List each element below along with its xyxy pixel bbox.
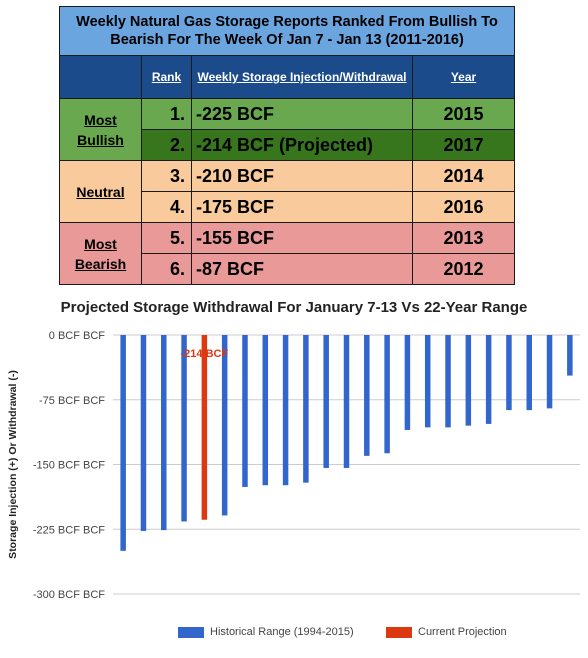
group-most-bullish: Most Bullish [59,98,142,161]
rank-cell: 2. [141,129,192,161]
bar [221,335,228,516]
rank-cell: 3. [141,160,192,192]
y-tick-label: 0 BCF BCF [49,330,106,342]
bar-chart: 0 BCF BCF -75 BCF BCF -150 BCF BCF -225 BCF… [7,330,580,601]
header-blank [59,55,142,99]
group-neutral: Neutral [59,160,142,223]
bar [526,335,532,411]
rank-cell: 1. [141,98,192,130]
year-cell: 2016 [411,191,516,223]
bar [140,335,147,531]
y-tick-label: -150 BCF BCF [33,460,105,472]
legend-item-historical[interactable]: Historical Range (1994-2015) [178,626,354,638]
bar [120,335,126,551]
table-title: Weekly Natural Gas Storage Reports Ranke… [58,6,516,56]
bar [567,335,573,376]
bar [465,335,472,426]
bar [546,335,553,409]
storage-cell: -155 BCF [191,222,413,254]
bar [282,335,289,486]
storage-cell: -87 BCF [191,253,413,285]
bar [445,335,451,428]
bar [242,335,248,487]
bar [506,335,512,411]
storage-cell: -210 BCF [191,160,413,192]
legend-swatch [178,626,204,638]
bar [485,335,492,424]
bar [323,335,329,468]
legend-label: Historical Range (1994-2015) [210,626,354,638]
storage-cell: -214 BCF (Projected) [191,129,413,161]
header-storage: Weekly Storage Injection/Withdrawal [191,55,413,99]
legend-item-projection[interactable]: Current Projection [386,626,507,638]
y-tick-label: -300 BCF BCF [33,589,105,601]
bar [262,335,269,486]
rank-cell: 6. [141,253,192,285]
bar [404,335,411,430]
chart-title: Projected Storage Withdrawal For January… [60,299,528,316]
bar [201,335,208,520]
y-tick-label: -75 BCF BCF [39,395,105,407]
ranking-table: Weekly Natural Gas Storage Reports Ranke… [58,6,516,285]
header-rank: Rank [141,55,192,99]
bar [424,335,431,428]
year-cell: 2017 [411,129,516,161]
year-cell: 2015 [411,98,516,130]
header-year: Year [411,55,516,99]
year-cell: 2014 [411,160,516,192]
y-tick-label: -225 BCF BCF [33,524,105,536]
year-cell: 2012 [411,253,516,285]
rank-cell: 4. [141,191,192,223]
bar [384,335,390,454]
data-label: -214 BCF [181,348,229,360]
legend-swatch [386,626,412,638]
legend-label: Current Projection [418,626,507,638]
bar [343,335,350,468]
group-most-bearish: Most Bearish [59,222,142,285]
storage-cell: -225 BCF [191,98,413,130]
y-axis-label: Storage Injection (+) Or Withdrawal (-) [7,370,19,559]
bar [181,335,187,522]
rank-cell: 5. [141,222,192,254]
bar [364,335,370,456]
storage-cell: -175 BCF [191,191,413,223]
year-cell: 2013 [411,222,516,254]
bar [161,335,167,531]
bar [303,335,309,483]
